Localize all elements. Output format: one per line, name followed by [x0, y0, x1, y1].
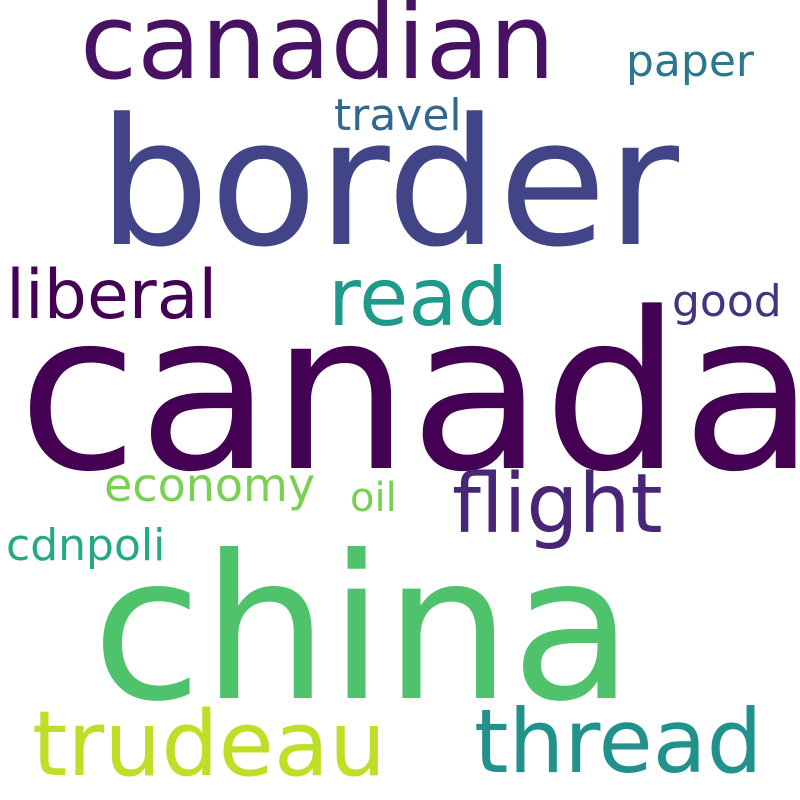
word-liberal: liberal — [6, 256, 218, 335]
word-oil: oil — [350, 475, 397, 521]
word-travel: travel — [334, 90, 462, 141]
word-thread: thread — [474, 690, 763, 793]
word-cdnpoli: cdnpoli — [6, 520, 166, 571]
word-canada: canada — [18, 267, 800, 520]
word-read: read — [328, 251, 509, 344]
word-economy: economy — [104, 458, 316, 512]
word-good: good — [672, 276, 782, 327]
word-flight: flight — [452, 457, 663, 552]
word-paper: paper — [626, 36, 754, 87]
word-china: china — [92, 513, 634, 746]
word-trudeau: trudeau — [32, 692, 387, 797]
word-border: border — [98, 81, 680, 286]
word-canadian: canadian — [80, 0, 556, 103]
